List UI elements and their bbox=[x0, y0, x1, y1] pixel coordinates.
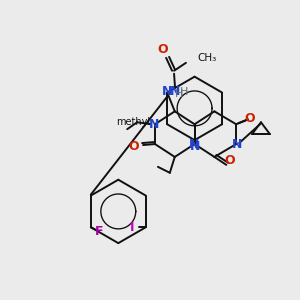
Text: N: N bbox=[170, 85, 180, 98]
Text: I: I bbox=[130, 221, 134, 234]
Text: H: H bbox=[175, 88, 183, 98]
Text: methyl: methyl bbox=[116, 117, 150, 127]
Text: N: N bbox=[189, 140, 200, 152]
Text: F: F bbox=[94, 225, 103, 238]
Text: O: O bbox=[158, 44, 169, 56]
Text: O: O bbox=[129, 140, 140, 152]
Text: N: N bbox=[232, 138, 242, 151]
Text: N: N bbox=[149, 118, 159, 131]
Text: N: N bbox=[162, 85, 172, 98]
Text: O: O bbox=[224, 154, 235, 167]
Text: O: O bbox=[245, 112, 255, 125]
Text: N: N bbox=[188, 138, 199, 151]
Text: CH₃: CH₃ bbox=[198, 53, 217, 63]
Text: H: H bbox=[180, 86, 188, 97]
